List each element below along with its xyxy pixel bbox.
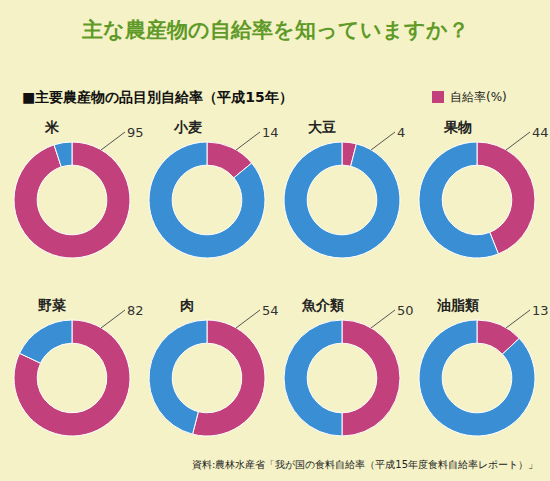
svg-text:魚介類: 魚介類: [301, 297, 344, 313]
svg-text:油脂類: 油脂類: [436, 297, 479, 313]
svg-text:13: 13: [532, 303, 549, 318]
svg-text:主な農産物の自給率を知っていますか？: 主な農産物の自給率を知っていますか？: [81, 18, 469, 42]
svg-text:50: 50: [397, 303, 414, 318]
svg-text:野菜: 野菜: [38, 297, 66, 313]
svg-text:82: 82: [127, 303, 144, 318]
svg-text:果物: 果物: [443, 119, 472, 135]
svg-text:肉: 肉: [180, 297, 194, 313]
svg-text:95: 95: [127, 125, 144, 140]
svg-text:4: 4: [397, 125, 405, 140]
svg-text:大豆: 大豆: [308, 119, 336, 135]
svg-text:44: 44: [532, 125, 549, 140]
svg-text:資料:農林水産省「我が国の食料自給率（平成15年度食料自給率: 資料:農林水産省「我が国の食料自給率（平成15年度食料自給率レポート）」: [192, 459, 538, 470]
svg-text:54: 54: [262, 303, 279, 318]
svg-text:■主要農産物の品目別自給率（平成15年）: ■主要農産物の品目別自給率（平成15年）: [22, 89, 293, 105]
svg-text:自給率(%): 自給率(%): [450, 90, 507, 104]
svg-text:小麦: 小麦: [173, 119, 202, 135]
svg-text:14: 14: [262, 125, 279, 140]
svg-text:米: 米: [44, 119, 60, 135]
